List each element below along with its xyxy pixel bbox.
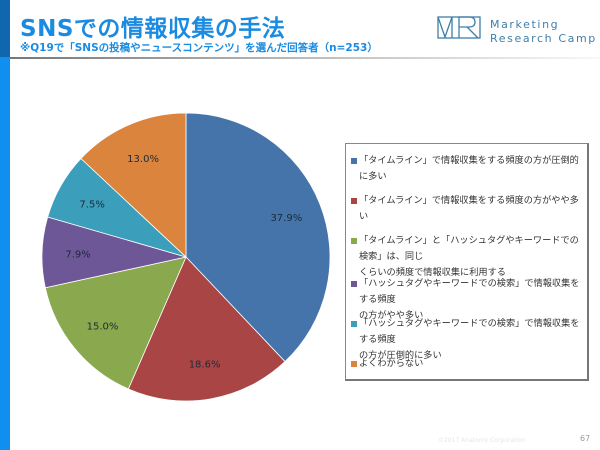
slice-data-label: 7.5% xyxy=(79,200,104,211)
legend-label-line2: くらいの頻度で情報収集に利用する xyxy=(359,267,506,278)
legend-item: 「タイムライン」で情報収集をする頻度の方がやや多い xyxy=(351,193,583,225)
slice-data-label: 7.9% xyxy=(65,249,90,260)
legend-item: 「タイムライン」と「ハッシュタグやキーワードでの検索」は、同じくらいの頻度で情報… xyxy=(351,233,583,281)
legend-item: 「タイムライン」で情報収集をする頻度の方が圧倒的に多い xyxy=(351,153,583,185)
logo-text: Marketing Research Camp xyxy=(490,18,597,46)
logo-line-1: Marketing xyxy=(490,18,560,31)
page-number: 67 xyxy=(580,434,591,443)
copyright-text: ©2017 Anatomy Corporation xyxy=(438,437,526,444)
legend-swatch xyxy=(351,198,357,204)
header-divider xyxy=(10,57,600,59)
chart-legend: 「タイムライン」で情報収集をする頻度の方が圧倒的に多い 「タイムライン」で情報収… xyxy=(345,143,589,381)
legend-swatch xyxy=(351,321,357,327)
legend-label-line2: の方がやや多い xyxy=(359,310,424,321)
legend-swatch xyxy=(351,361,357,367)
slice-data-label: 18.6% xyxy=(189,359,221,370)
legend-label-line1: 「タイムライン」で情報収集をする頻度の方が圧倒的に多い xyxy=(359,155,579,182)
pie-slice xyxy=(185,112,331,363)
legend-label-line1: 「タイムライン」で情報収集をする頻度の方がやや多い xyxy=(359,195,579,222)
legend-swatch xyxy=(351,238,357,244)
pie-slice xyxy=(127,256,286,402)
page-title: SNSでの情報収集の手法 xyxy=(20,16,286,42)
legend-label-line1: 「ハッシュタグやキーワードでの検索」で情報収集をする頻度 xyxy=(359,318,580,345)
legend-swatch xyxy=(351,281,357,287)
slice-data-label: 13.0% xyxy=(127,154,159,165)
legend-label-line1: 「タイムライン」と「ハッシュタグやキーワードでの検索」は、同じ xyxy=(359,235,579,262)
page-subtitle: ※Q19で「SNSの投稿やニュースコンテンツ」を選んだ回答者（n=253） xyxy=(20,42,378,54)
legend-item: 「ハッシュタグやキーワードでの検索」で情報収集をする頻度の方がやや多い xyxy=(351,276,583,324)
pie-slice xyxy=(80,112,187,258)
pie-slice xyxy=(44,256,187,390)
left-accent-bar-bottom xyxy=(0,57,10,450)
legend-item: 「ハッシュタグやキーワードでの検索」で情報収集をする頻度の方が圧倒的に多い xyxy=(351,316,583,364)
legend-item: よくわからない xyxy=(351,356,583,372)
left-accent-bar-top xyxy=(0,0,10,57)
slice-data-label: 15.0% xyxy=(87,322,119,333)
legend-swatch xyxy=(351,158,357,164)
legend-label-line1: よくわからない xyxy=(359,358,424,369)
logo-mark-icon xyxy=(437,16,481,39)
legend-label-line2: の方が圧倒的に多い xyxy=(359,350,442,361)
legend-label-line1: 「ハッシュタグやキーワードでの検索」で情報収集をする頻度 xyxy=(359,278,580,305)
slice-data-label: 37.9% xyxy=(270,213,302,224)
logo-line-2: Research Camp xyxy=(490,32,597,45)
